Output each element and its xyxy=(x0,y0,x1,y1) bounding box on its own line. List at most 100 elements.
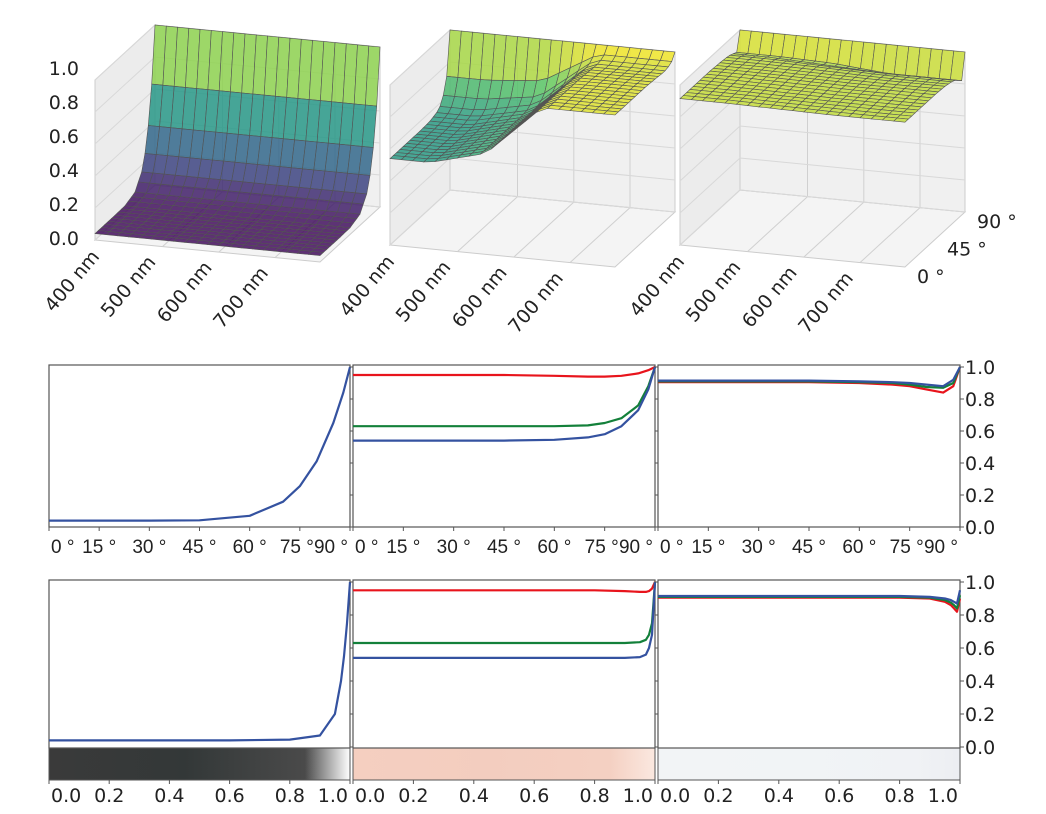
x-tick-label: 45 ° xyxy=(487,537,521,558)
x-tick-label: 0.2 xyxy=(703,785,733,807)
angle-tick-label: 45 ° xyxy=(947,239,987,261)
wavelength-tick-label: 500 nm xyxy=(392,257,456,327)
x-tick-label: 0.8 xyxy=(579,785,609,807)
x-tick-label: 0.0 xyxy=(355,785,385,807)
x-tick-label: 90 ° xyxy=(924,537,958,558)
angle-tick-label: 90 ° xyxy=(977,211,1017,233)
z-tick-label: 1.0 xyxy=(49,58,79,80)
x-tick-label: 30 ° xyxy=(742,537,776,558)
line-plot-r3c3 xyxy=(657,579,964,784)
line-plot-r2c2 xyxy=(352,364,659,531)
wavelength-tick-label: 700 nm xyxy=(794,268,858,338)
series-line-blue xyxy=(49,366,352,522)
z-tick-label: 0.8 xyxy=(49,92,79,114)
y-tick-label: 0.0 xyxy=(965,737,995,759)
x-tick-label: 45 ° xyxy=(792,537,826,558)
plot-frame xyxy=(48,364,351,528)
wavelength-tick-label: 400 nm xyxy=(335,251,399,321)
x-tick-label: 15 ° xyxy=(386,537,420,558)
plot-frame xyxy=(657,364,961,528)
wavelength-tick-label: 600 nm xyxy=(153,257,217,327)
color-swatch xyxy=(352,747,656,781)
wavelength-tick-label: 400 nm xyxy=(40,246,104,316)
color-swatch xyxy=(657,747,961,781)
grid-line xyxy=(679,189,966,246)
x-tick-label: 0 ° xyxy=(51,537,74,558)
series-line-red xyxy=(353,581,657,594)
wavelength-tick-label: 600 nm xyxy=(448,262,512,332)
x-tick-label: 0.6 xyxy=(519,785,549,807)
x-tick-label: 90 ° xyxy=(314,537,348,558)
y-tick-label: 0.6 xyxy=(965,421,995,443)
line-plot-r3c1 xyxy=(48,579,354,784)
series-line-blue xyxy=(49,581,352,742)
x-tick-label: 0.2 xyxy=(94,785,124,807)
angle-tick-label: 0 ° xyxy=(917,266,945,288)
wavelength-tick-label: 700 nm xyxy=(504,268,568,338)
surface-quad xyxy=(603,110,619,116)
x-tick-label: 15 ° xyxy=(691,537,725,558)
x-tick-label: 1.0 xyxy=(318,785,348,807)
grid-line xyxy=(679,125,966,182)
surface-plot-3d-3 xyxy=(678,28,967,268)
wavelength-tick-label: 600 nm xyxy=(738,262,802,332)
y-tick-label: 1.0 xyxy=(965,572,995,594)
line-plot-r3c2 xyxy=(352,579,659,784)
x-tick-label: 75 ° xyxy=(890,537,924,558)
series-line-blue xyxy=(353,366,657,442)
x-tick-label: 90 ° xyxy=(619,537,653,558)
y-tick-label: 0.8 xyxy=(965,389,995,411)
grid-line xyxy=(389,189,676,246)
plot-frame xyxy=(352,579,656,749)
line-plot-r2c1 xyxy=(48,364,354,531)
x-tick-label: 0.6 xyxy=(824,785,854,807)
grid-line xyxy=(679,157,966,214)
series-line-green xyxy=(353,366,657,428)
plot-frame xyxy=(657,579,961,749)
surface-plot-3d-1 xyxy=(93,23,382,263)
surface-plot-3d-2 xyxy=(388,28,677,268)
x-tick-label: 0.4 xyxy=(764,785,794,807)
x-tick-label: 45 ° xyxy=(182,537,216,558)
plot-frame xyxy=(48,579,351,749)
surface-quad xyxy=(308,251,324,256)
x-tick-label: 60 ° xyxy=(233,537,267,558)
x-tick-label: 0.8 xyxy=(884,785,914,807)
series-line-blue xyxy=(658,366,961,388)
wavelength-tick-label: 700 nm xyxy=(209,263,273,333)
x-tick-label: 0.4 xyxy=(459,785,489,807)
series-line-green xyxy=(353,581,657,645)
line-plot-r2c3 xyxy=(657,364,964,531)
x-tick-label: 30 ° xyxy=(437,537,471,558)
x-tick-label: 0.8 xyxy=(275,785,305,807)
x-tick-label: 0.4 xyxy=(154,785,184,807)
x-tick-label: 0 ° xyxy=(660,537,683,558)
color-swatch xyxy=(48,747,351,781)
y-tick-label: 0.2 xyxy=(965,704,995,726)
wavelength-tick-label: 500 nm xyxy=(97,252,161,322)
y-tick-label: 0.8 xyxy=(965,605,995,627)
series-line-red xyxy=(353,366,656,378)
x-tick-label: 0.0 xyxy=(660,785,690,807)
y-tick-label: 0.4 xyxy=(965,671,995,693)
plot-frame xyxy=(352,364,656,528)
y-tick-label: 0.2 xyxy=(965,485,995,507)
y-tick-label: 0.0 xyxy=(965,517,995,539)
y-tick-label: 1.0 xyxy=(965,357,995,379)
surface-quad xyxy=(893,117,909,123)
y-tick-label: 0.4 xyxy=(965,453,995,475)
x-tick-label: 0.6 xyxy=(214,785,244,807)
x-tick-label: 0 ° xyxy=(355,537,378,558)
wavelength-tick-label: 500 nm xyxy=(682,257,746,327)
z-tick-label: 0.6 xyxy=(49,126,79,148)
x-tick-label: 75 ° xyxy=(280,537,314,558)
z-tick-label: 0.0 xyxy=(49,228,79,250)
x-tick-label: 1.0 xyxy=(623,785,653,807)
z-tick-label: 0.4 xyxy=(49,160,79,182)
x-tick-label: 0.0 xyxy=(51,785,81,807)
x-tick-label: 1.0 xyxy=(928,785,958,807)
x-tick-label: 30 ° xyxy=(132,537,166,558)
x-tick-label: 60 ° xyxy=(842,537,876,558)
y-tick-label: 0.6 xyxy=(965,638,995,660)
